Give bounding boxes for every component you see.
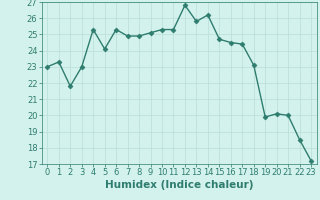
X-axis label: Humidex (Indice chaleur): Humidex (Indice chaleur) (105, 180, 253, 190)
